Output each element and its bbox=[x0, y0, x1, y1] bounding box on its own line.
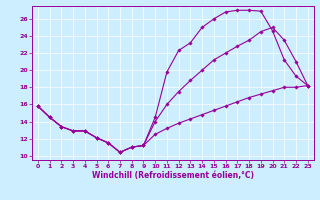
X-axis label: Windchill (Refroidissement éolien,°C): Windchill (Refroidissement éolien,°C) bbox=[92, 171, 254, 180]
